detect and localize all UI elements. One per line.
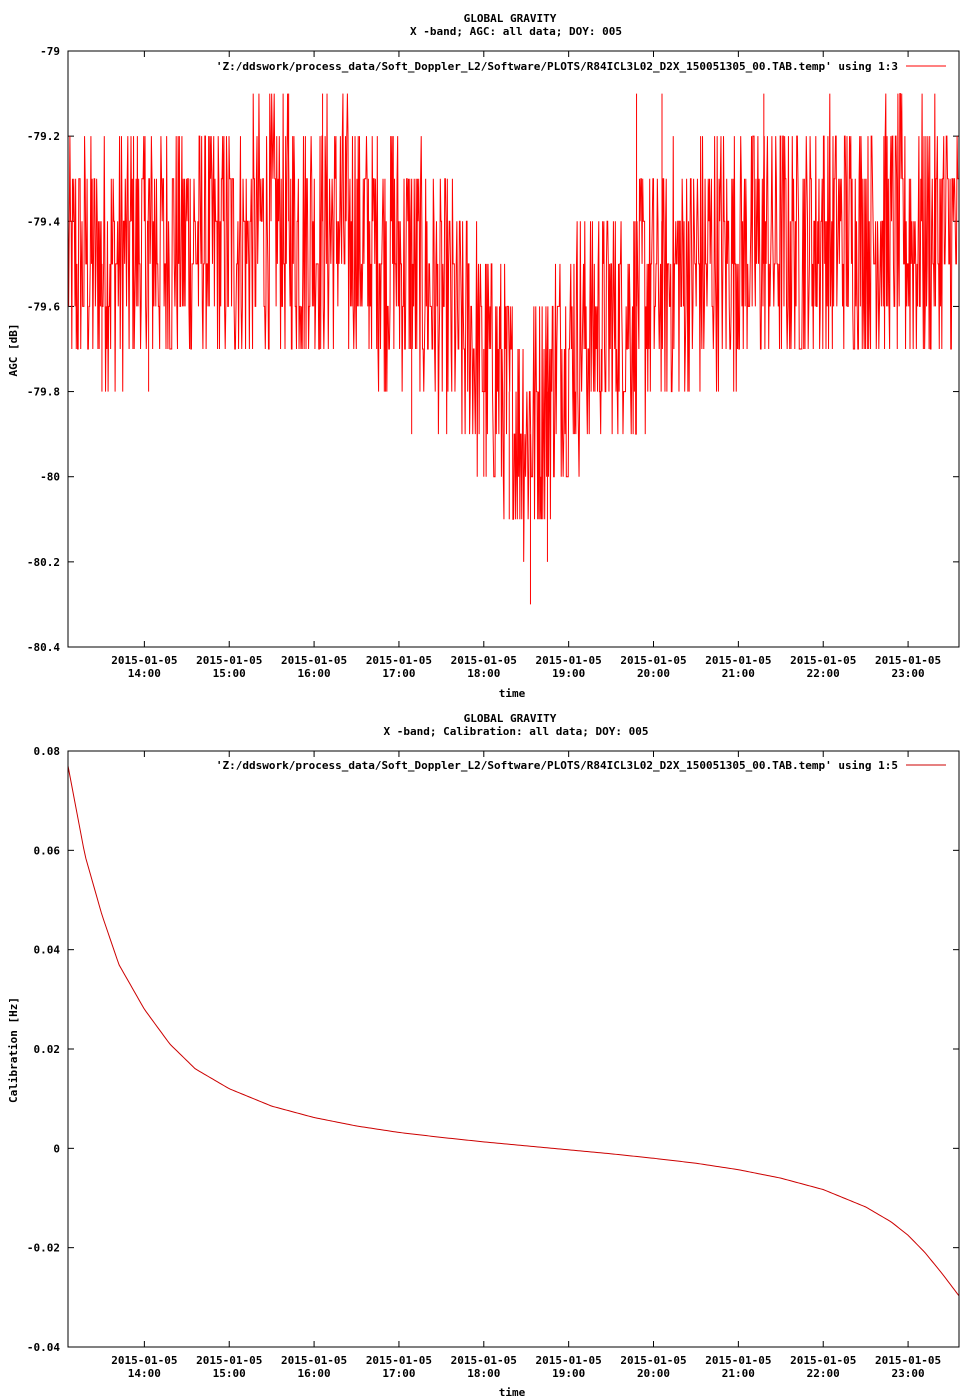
y-tick-label: 0.06 bbox=[34, 844, 61, 857]
x-tick-time: 20:00 bbox=[637, 667, 670, 680]
x-axis-label: time bbox=[499, 1386, 526, 1399]
x-tick-time: 21:00 bbox=[722, 667, 755, 680]
x-tick-time: 14:00 bbox=[128, 1367, 161, 1380]
x-tick-date: 2015-01-05 bbox=[281, 654, 347, 667]
x-tick-date: 2015-01-05 bbox=[196, 1354, 262, 1367]
y-tick-label: -79.4 bbox=[27, 215, 60, 228]
x-tick-time: 17:00 bbox=[382, 667, 415, 680]
chart-subtitle: X -band; Calibration: all data; DOY: 005 bbox=[384, 725, 649, 738]
x-tick-time: 23:00 bbox=[892, 667, 925, 680]
x-tick-time: 19:00 bbox=[552, 1367, 585, 1380]
x-tick-time: 23:00 bbox=[892, 1367, 925, 1380]
y-tick-label: -80.2 bbox=[27, 556, 60, 569]
y-ticks: -79 -79.2 -79.4 -79.6 -79.8 -80 -80.2 -80.4 bbox=[27, 45, 959, 654]
x-tick-time: 14:00 bbox=[128, 667, 161, 680]
x-tick-date: 2015-01-05 bbox=[620, 1354, 686, 1367]
x-tick-time: 15:00 bbox=[213, 1367, 246, 1380]
x-tick-time: 19:00 bbox=[552, 667, 585, 680]
x-tick-date: 2015-01-05 bbox=[366, 654, 432, 667]
x-tick-date: 2015-01-05 bbox=[366, 1354, 432, 1367]
x-tick-time: 20:00 bbox=[637, 1367, 670, 1380]
chart-subtitle: X -band; AGC: all data; DOY: 005 bbox=[410, 25, 622, 38]
calibration-chart: GLOBAL GRAVITY X -band; Calibration: all… bbox=[7, 712, 960, 1399]
y-axis-label: Calibration [Hz] bbox=[7, 997, 20, 1103]
y-tick-label: -79.8 bbox=[27, 386, 60, 399]
agc-chart: GLOBAL GRAVITY X -band; AGC: all data; D… bbox=[7, 12, 960, 700]
chart-title: GLOBAL GRAVITY bbox=[464, 712, 557, 725]
x-tick-time: 17:00 bbox=[382, 1367, 415, 1380]
agc-line bbox=[67, 93, 959, 562]
x-tick-date: 2015-01-05 bbox=[705, 654, 771, 667]
y-tick-label: -80.4 bbox=[27, 641, 60, 654]
y-tick-label: -79.6 bbox=[27, 300, 60, 313]
legend-label: 'Z:/ddswork/process_data/Soft_Doppler_L2… bbox=[216, 759, 898, 772]
chart-title: GLOBAL GRAVITY bbox=[464, 12, 557, 25]
y-tick-label: -79.2 bbox=[27, 130, 60, 143]
x-tick-time: 22:00 bbox=[807, 1367, 840, 1380]
legend-label: 'Z:/ddswork/process_data/Soft_Doppler_L2… bbox=[216, 60, 898, 73]
x-tick-date: 2015-01-05 bbox=[536, 1354, 602, 1367]
x-tick-date: 2015-01-05 bbox=[111, 654, 177, 667]
x-tick-time: 15:00 bbox=[213, 667, 246, 680]
agc-series bbox=[67, 93, 960, 605]
y-axis-label: AGC [dB] bbox=[7, 324, 20, 377]
x-tick-time: 22:00 bbox=[807, 667, 840, 680]
x-tick-time: 16:00 bbox=[298, 1367, 331, 1380]
y-tick-label: -79 bbox=[40, 45, 60, 58]
x-tick-date: 2015-01-05 bbox=[111, 1354, 177, 1367]
y-tick-label: 0.02 bbox=[34, 1043, 61, 1056]
calibration-line bbox=[67, 765, 960, 1297]
x-tick-date: 2015-01-05 bbox=[705, 1354, 771, 1367]
y-tick-label: -80 bbox=[40, 471, 60, 484]
y-tick-label: 0.04 bbox=[34, 944, 61, 957]
y-tick-label: -0.04 bbox=[27, 1341, 60, 1354]
x-tick-time: 16:00 bbox=[298, 667, 331, 680]
plot-frame bbox=[67, 750, 960, 1348]
plot-frame bbox=[67, 50, 960, 648]
x-tick-date: 2015-01-05 bbox=[790, 1354, 856, 1367]
x-axis-label: time bbox=[499, 687, 526, 700]
y-tick-label: 0 bbox=[53, 1142, 60, 1155]
x-tick-date: 2015-01-05 bbox=[281, 1354, 347, 1367]
x-ticks: 2015-01-0514:002015-01-0515:002015-01-05… bbox=[111, 751, 941, 1380]
x-tick-date: 2015-01-05 bbox=[196, 654, 262, 667]
x-tick-date: 2015-01-05 bbox=[790, 654, 856, 667]
x-tick-date: 2015-01-05 bbox=[620, 654, 686, 667]
x-ticks: 2015-01-0514:002015-01-0515:002015-01-05… bbox=[111, 51, 941, 680]
x-tick-date: 2015-01-05 bbox=[875, 1354, 941, 1367]
x-tick-date: 2015-01-05 bbox=[451, 654, 517, 667]
x-tick-date: 2015-01-05 bbox=[536, 654, 602, 667]
x-tick-date: 2015-01-05 bbox=[875, 654, 941, 667]
y-tick-label: 0.08 bbox=[34, 745, 61, 758]
calibration-series bbox=[67, 765, 960, 1297]
x-tick-date: 2015-01-05 bbox=[451, 1354, 517, 1367]
x-tick-time: 18:00 bbox=[467, 1367, 500, 1380]
x-tick-time: 18:00 bbox=[467, 667, 500, 680]
y-tick-label: -0.02 bbox=[27, 1242, 60, 1255]
y-ticks: 0.08 0.06 0.04 0.02 0 -0.02 -0.04 bbox=[27, 745, 959, 1354]
x-tick-time: 21:00 bbox=[722, 1367, 755, 1380]
